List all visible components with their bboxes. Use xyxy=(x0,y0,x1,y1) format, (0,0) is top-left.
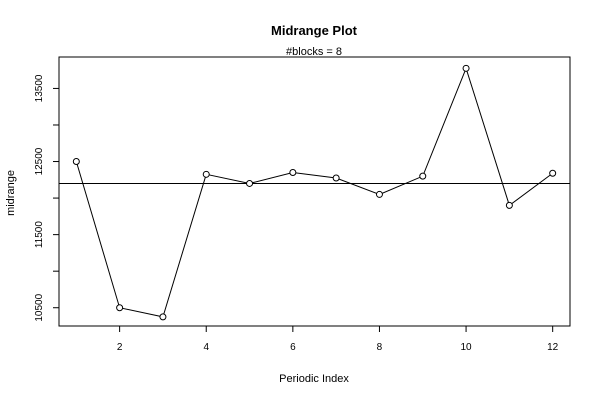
x-axis: 2 4 6 8 10 12 xyxy=(117,326,559,353)
chart-subtitle: #blocks = 8 xyxy=(286,46,342,58)
x-tick-label: 10 xyxy=(461,342,473,353)
y-tick-label: 11500 xyxy=(34,221,45,249)
data-point xyxy=(549,169,557,177)
y-tick-label: 12500 xyxy=(34,147,45,175)
y-axis-label: midrange xyxy=(5,170,17,216)
data-point xyxy=(159,313,167,321)
x-tick-label: 6 xyxy=(290,342,296,353)
data-point xyxy=(202,170,210,178)
chart-title: Midrange Plot xyxy=(271,23,358,38)
data-points xyxy=(72,64,557,321)
x-tick-label: 12 xyxy=(547,342,559,353)
plot-frame xyxy=(58,56,571,327)
data-point xyxy=(332,174,340,182)
data-point xyxy=(289,168,297,176)
x-tick-label: 2 xyxy=(117,342,123,353)
series-line xyxy=(75,66,553,318)
data-point xyxy=(462,64,470,72)
y-tick-label: 10500 xyxy=(34,293,45,321)
y-axis: 10500 11500 12500 13500 xyxy=(34,74,59,322)
data-point xyxy=(72,158,80,166)
x-axis-label: Periodic Index xyxy=(279,373,349,385)
data-point xyxy=(505,201,513,209)
data-point xyxy=(419,172,427,180)
x-tick-label: 8 xyxy=(377,342,383,353)
data-point xyxy=(375,190,383,198)
y-tick-label: 13500 xyxy=(34,74,45,102)
data-point xyxy=(246,179,254,187)
x-tick-label: 4 xyxy=(203,342,209,353)
data-point xyxy=(116,304,124,312)
